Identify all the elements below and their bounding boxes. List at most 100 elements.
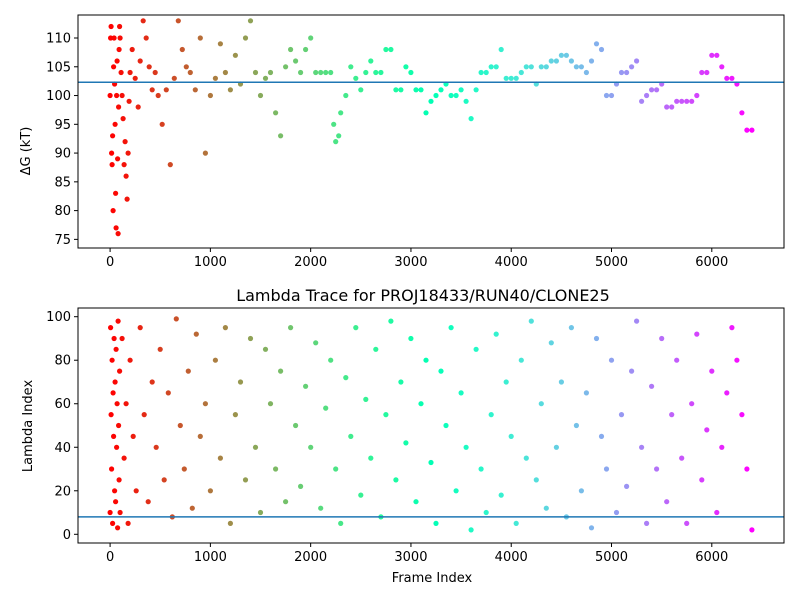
data-point xyxy=(212,357,218,363)
data-point xyxy=(598,46,605,53)
data-point xyxy=(127,69,133,76)
data-point xyxy=(181,466,187,472)
data-point xyxy=(378,69,384,76)
data-point xyxy=(252,69,259,76)
data-point xyxy=(423,357,429,363)
y-tick-label: 90 xyxy=(54,147,71,162)
data-point xyxy=(518,357,524,363)
data-point xyxy=(724,75,730,81)
data-point xyxy=(318,505,324,511)
data-point xyxy=(428,459,434,466)
data-point xyxy=(273,110,279,116)
data-point xyxy=(112,121,118,127)
data-point xyxy=(704,69,710,76)
data-point xyxy=(363,69,369,76)
data-point xyxy=(110,133,116,139)
data-point xyxy=(654,466,660,472)
data-point xyxy=(408,335,414,342)
data-point xyxy=(618,69,625,76)
data-point xyxy=(331,121,337,127)
delta-g-y-ticks: 75 80 85 90 95 100 105 110 xyxy=(46,32,78,248)
data-point xyxy=(183,64,189,70)
data-point xyxy=(167,162,173,168)
data-point xyxy=(573,422,580,429)
data-point xyxy=(659,335,665,342)
data-point xyxy=(129,46,135,53)
data-point xyxy=(388,46,394,53)
data-point xyxy=(669,104,675,110)
data-point xyxy=(383,46,389,53)
data-point xyxy=(135,104,141,110)
data-point xyxy=(689,401,695,407)
data-point xyxy=(669,412,675,418)
data-point xyxy=(252,444,259,450)
data-point xyxy=(159,121,165,127)
data-point xyxy=(493,331,499,337)
data-point xyxy=(458,87,464,93)
y-tick-label: 80 xyxy=(54,204,71,219)
data-point xyxy=(192,87,198,93)
data-point xyxy=(217,455,223,461)
data-point xyxy=(298,483,304,489)
data-point xyxy=(613,509,620,516)
x-tick-label: 3000 xyxy=(394,550,427,565)
data-point xyxy=(116,422,122,429)
data-point xyxy=(373,346,379,352)
data-point xyxy=(127,357,133,363)
data-point xyxy=(398,87,404,93)
data-point xyxy=(719,444,725,450)
data-point xyxy=(109,162,115,168)
data-point xyxy=(120,116,126,122)
data-point xyxy=(343,92,349,99)
data-point xyxy=(403,440,409,446)
data-point xyxy=(664,104,670,110)
data-point xyxy=(133,488,139,494)
data-point xyxy=(121,162,127,168)
data-point xyxy=(513,520,519,527)
data-point xyxy=(227,520,233,527)
y-tick-label: 40 xyxy=(54,441,71,456)
data-point xyxy=(242,477,249,483)
data-point xyxy=(145,499,151,505)
data-point xyxy=(124,196,130,202)
data-point xyxy=(328,69,334,76)
data-point xyxy=(197,433,203,439)
y-tick-label: 110 xyxy=(46,32,71,47)
data-point xyxy=(744,466,750,472)
data-point xyxy=(262,346,269,352)
data-point xyxy=(273,466,279,472)
data-point xyxy=(473,87,479,93)
data-point xyxy=(217,41,223,47)
data-point xyxy=(298,69,304,76)
data-point xyxy=(368,58,374,64)
lambda-y-ticks: 0 20 40 60 80 100 xyxy=(46,310,78,543)
data-point xyxy=(488,412,494,418)
data-point xyxy=(649,87,655,93)
data-point xyxy=(112,379,118,385)
x-tick-label: 4000 xyxy=(495,550,528,565)
data-point xyxy=(119,335,125,342)
data-point xyxy=(724,390,730,396)
data-point xyxy=(111,35,117,41)
data-point xyxy=(543,64,549,70)
data-point xyxy=(262,75,269,81)
data-point xyxy=(674,357,680,363)
data-point xyxy=(739,110,745,116)
data-point xyxy=(493,64,499,70)
data-point xyxy=(109,357,115,363)
data-point xyxy=(694,331,700,337)
data-point xyxy=(143,35,149,41)
data-point xyxy=(278,133,284,139)
data-point xyxy=(333,139,339,145)
data-point xyxy=(468,527,474,533)
data-point xyxy=(112,488,118,494)
data-point xyxy=(744,127,750,133)
data-point xyxy=(448,92,454,99)
data-point xyxy=(293,58,299,64)
data-point xyxy=(473,346,479,352)
x-tick-label: 6000 xyxy=(695,550,728,565)
delta-g-panel: 0 1000 2000 3000 4000 5000 6000 75 80 85 90 95 100 1… xyxy=(19,14,785,270)
data-point xyxy=(247,335,254,342)
data-point xyxy=(568,58,575,64)
data-point xyxy=(719,64,725,70)
